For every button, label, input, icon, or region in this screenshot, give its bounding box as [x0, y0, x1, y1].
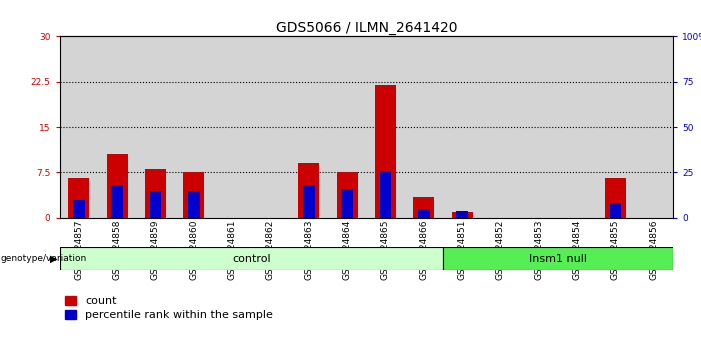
Bar	[328, 36, 366, 218]
Bar	[298, 163, 320, 218]
Text: genotype/variation: genotype/variation	[1, 254, 87, 263]
Bar	[413, 197, 435, 218]
Bar	[634, 36, 673, 218]
Bar	[366, 36, 404, 218]
Bar	[443, 247, 673, 270]
Bar	[188, 191, 200, 218]
Bar	[213, 36, 251, 218]
Text: control: control	[232, 254, 271, 264]
Text: Insm1 null: Insm1 null	[529, 254, 587, 264]
Bar	[418, 209, 430, 218]
Bar	[251, 36, 290, 218]
Text: ▶: ▶	[50, 254, 57, 264]
Bar	[451, 212, 472, 218]
Bar	[136, 36, 175, 218]
Bar	[404, 36, 443, 218]
Bar	[558, 36, 597, 218]
Bar	[341, 189, 353, 218]
Bar	[183, 172, 204, 218]
Bar	[73, 200, 85, 218]
Bar	[175, 36, 213, 218]
Bar	[443, 36, 482, 218]
Bar	[98, 36, 136, 218]
Bar	[60, 36, 98, 218]
Bar	[111, 185, 123, 218]
Bar	[303, 185, 315, 218]
Legend: count, percentile rank within the sample: count, percentile rank within the sample	[65, 296, 273, 320]
Bar	[456, 211, 468, 218]
Bar	[290, 36, 328, 218]
Bar	[145, 170, 166, 218]
Bar	[605, 179, 626, 218]
Bar	[519, 36, 558, 218]
Bar	[336, 172, 358, 218]
Bar	[68, 179, 89, 218]
Bar	[610, 203, 621, 218]
Bar	[375, 85, 396, 218]
Bar	[482, 36, 519, 218]
Bar	[107, 154, 128, 218]
Bar	[150, 191, 161, 218]
Bar	[60, 247, 443, 270]
Bar	[597, 36, 634, 218]
Bar	[380, 171, 391, 218]
Title: GDS5066 / ILMN_2641420: GDS5066 / ILMN_2641420	[275, 21, 457, 35]
